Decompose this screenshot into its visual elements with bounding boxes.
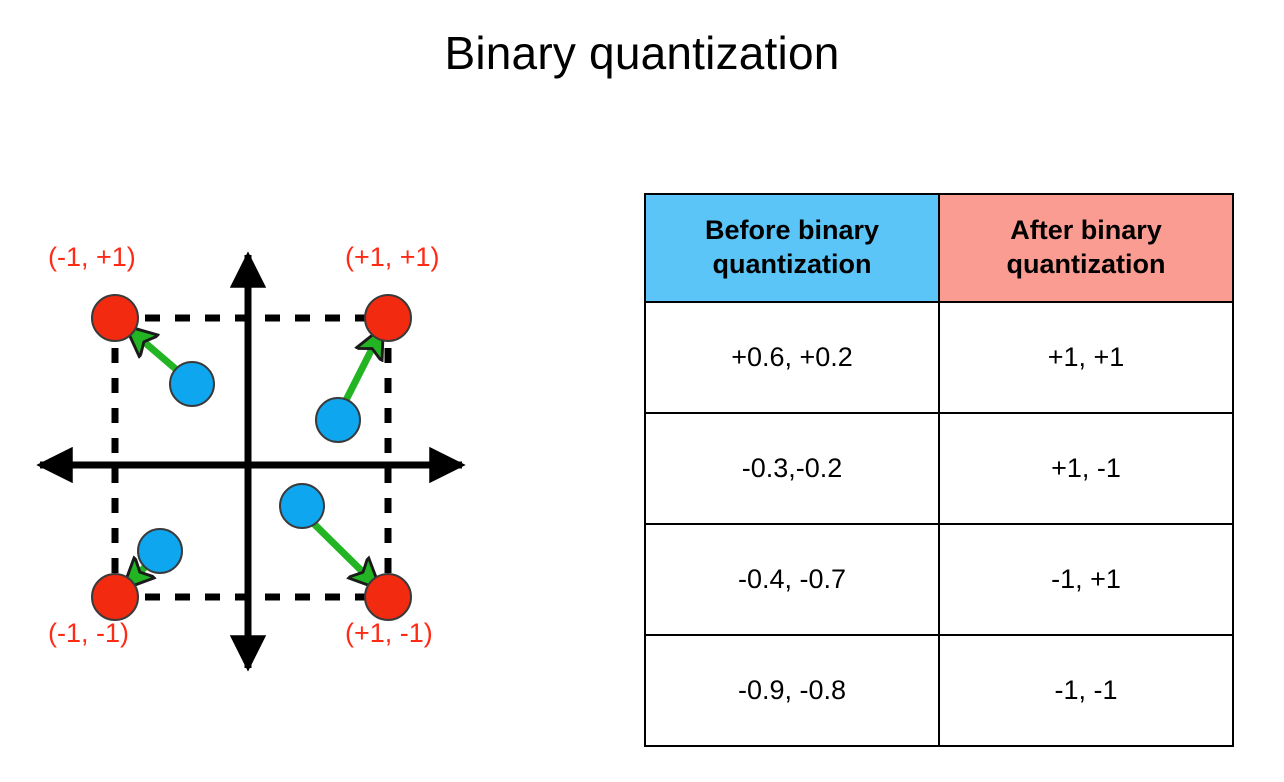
quantized-point-bottom-left: [91, 573, 139, 621]
column-header-before: Before binary quantization: [644, 193, 940, 303]
cell-before-value: -0.9, -0.8: [644, 634, 940, 747]
corner-label-bottom-left: (-1, -1): [48, 618, 129, 648]
comparison-table: Before binary quantization After binary …: [644, 193, 1234, 747]
cell-after-value: -1, +1: [938, 523, 1234, 636]
cell-before-value: -0.4, -0.7: [644, 523, 940, 636]
table-header-row: Before binary quantization After binary …: [644, 193, 1234, 303]
cell-after-value: +1, +1: [938, 301, 1234, 414]
mapping-arrow-bottom-right: [303, 513, 377, 586]
quantized-point-top-right: [364, 294, 412, 342]
column-header-after: After binary quantization: [938, 193, 1234, 303]
table-row: -0.3,-0.2 +1, -1: [644, 412, 1234, 525]
quantized-points: [91, 294, 412, 621]
original-points: [137, 361, 361, 574]
original-point-top-left: [169, 361, 215, 407]
page-title: Binary quantization: [444, 27, 840, 79]
binary-quantization-diagram: (-1, +1) (+1, +1) (-1, -1) (+1, -1): [0, 230, 520, 690]
corner-label-top-right: (+1, +1): [345, 242, 440, 272]
corner-label-top-left: (-1, +1): [48, 242, 136, 272]
quantized-point-bottom-right: [364, 573, 412, 621]
cell-after-value: -1, -1: [938, 634, 1234, 747]
original-point-bottom-left: [137, 528, 183, 574]
table-row: -0.4, -0.7 -1, +1: [644, 523, 1234, 636]
cell-before-value: -0.3,-0.2: [644, 412, 940, 525]
original-point-bottom-right: [279, 483, 325, 529]
mapping-arrow-top-right: [336, 331, 381, 416]
cell-after-value: +1, -1: [938, 412, 1234, 525]
table-row: +0.6, +0.2 +1, +1: [644, 301, 1234, 414]
diagram-canvas: [36, 251, 466, 672]
table-row: -0.9, -0.8 -1, -1: [644, 634, 1234, 747]
corner-label-bottom-right: (+1, -1): [345, 618, 433, 648]
original-point-top-right: [315, 397, 361, 443]
quantized-point-top-left: [91, 294, 139, 342]
cell-before-value: +0.6, +0.2: [644, 301, 940, 414]
